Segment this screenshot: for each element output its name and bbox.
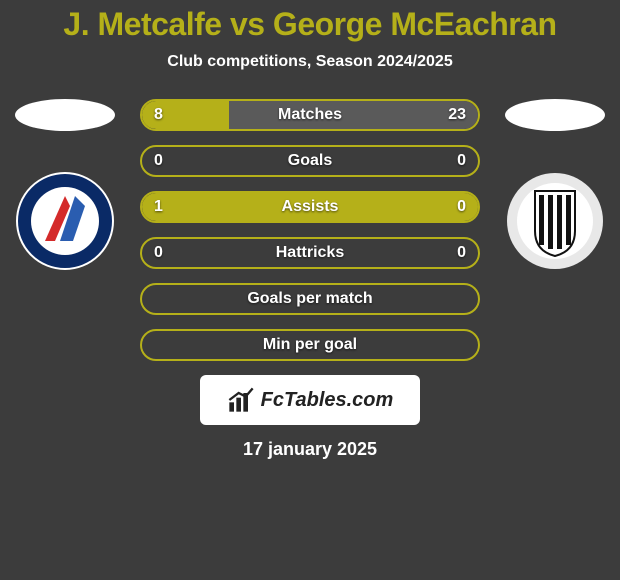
stats-icon <box>227 386 255 414</box>
title-text: J. Metcalfe vs George McEachran <box>63 6 556 42</box>
bar-value-left: 0 <box>154 239 163 267</box>
bar-value-right: 0 <box>457 239 466 267</box>
stat-bar: Goals per match <box>140 283 480 315</box>
subtitle-text: Club competitions, Season 2024/2025 <box>167 53 452 70</box>
date-text: 17 january 2025 <box>243 439 377 459</box>
bar-label: Hattricks <box>142 239 478 267</box>
player-left-column <box>10 99 120 271</box>
chesterfield-badge-icon <box>15 171 115 271</box>
bar-value-right: 23 <box>448 101 466 129</box>
comparison-content: Matches823Goals00Assists10Hattricks00Goa… <box>0 99 620 460</box>
stat-bar: Min per goal <box>140 329 480 361</box>
bar-value-right: 0 <box>457 193 466 221</box>
page-title: J. Metcalfe vs George McEachran <box>0 0 620 43</box>
bar-label: Assists <box>142 193 478 221</box>
player-left-avatar-placeholder <box>15 99 115 131</box>
date: 17 january 2025 <box>10 439 610 460</box>
stat-bar: Goals0 0 <box>140 145 480 177</box>
bar-label: Min per goal <box>142 331 478 359</box>
watermark: FcTables.com <box>200 375 420 425</box>
player-right-avatar-placeholder <box>505 99 605 131</box>
bar-value-right: 0 <box>457 147 466 175</box>
stat-bar: Assists1 0 <box>140 191 480 223</box>
grimsby-badge-icon <box>505 171 605 271</box>
stat-bar: Hattricks0 0 <box>140 237 480 269</box>
club-badge-left <box>15 171 115 271</box>
stat-bars: Matches823Goals00Assists10Hattricks00Goa… <box>140 99 480 361</box>
club-badge-right <box>505 171 605 271</box>
bar-label: Matches <box>142 101 478 129</box>
bar-label: Goals per match <box>142 285 478 313</box>
subtitle: Club competitions, Season 2024/2025 <box>0 53 620 71</box>
bar-value-left: 8 <box>154 101 163 129</box>
bar-label: Goals <box>142 147 478 175</box>
stat-bar: Matches8 23 <box>140 99 480 131</box>
bar-value-left: 0 <box>154 147 163 175</box>
bar-value-left: 1 <box>154 193 163 221</box>
watermark-text: FcTables.com <box>261 389 394 412</box>
player-right-column <box>500 99 610 271</box>
